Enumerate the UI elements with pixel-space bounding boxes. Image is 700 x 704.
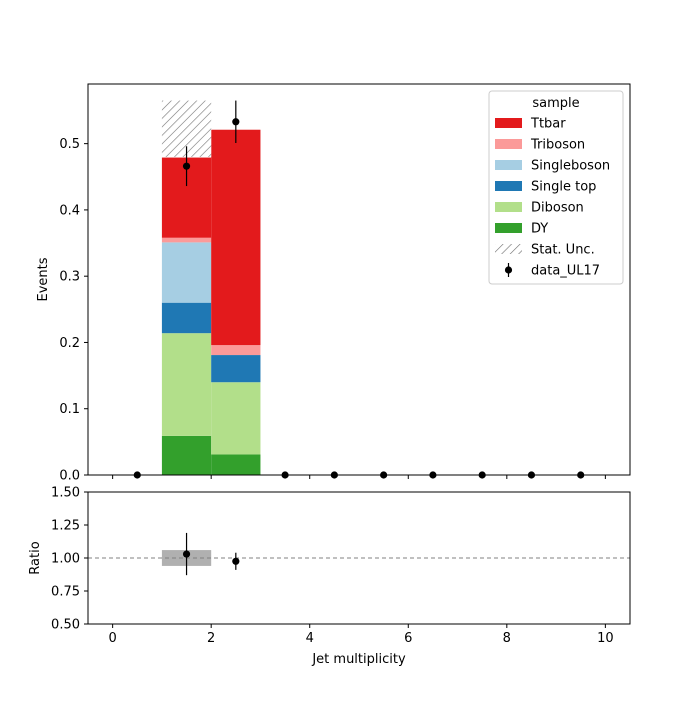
ratio-xtick-label: 4: [306, 631, 314, 646]
bar-triboson-bin-1: [161, 237, 212, 243]
legend-label-1: Triboson: [530, 138, 585, 153]
ratio-unc-band: [88, 550, 630, 566]
legend-label-2: Singleboson: [531, 159, 610, 174]
legend-label-6: Stat. Unc.: [531, 243, 595, 258]
ratio-axes: 0 2 4 6 8 10 0.50 0.75 1.00 1.25 1.50 Ratio Jet mult…: [28, 486, 631, 667]
ratio-point-2: [232, 557, 240, 565]
main-axes: 0.0 0.1 0.2 0.3 0.4 0.5 Events: [36, 83, 631, 484]
main-ytick-label: 0.1: [59, 402, 80, 417]
legend-swatch-2: [495, 160, 522, 170]
bar-diboson-bin-1: [161, 333, 212, 436]
bar-triboson-bin-2: [211, 345, 261, 356]
ratio-data-points: [182, 532, 240, 576]
legend-swatch-4: [495, 202, 522, 212]
ratio-xtick-label: 10: [597, 631, 614, 646]
data-point-3: [232, 118, 240, 126]
legend-swatch-1: [495, 139, 522, 149]
main-frame: [87, 83, 631, 476]
main-stack-bars: [161, 129, 261, 475]
legend-label-3: Single top: [531, 180, 596, 195]
ratio-ylabel: Ratio: [28, 541, 43, 574]
data-point-2: [182, 162, 191, 170]
ratio-xtick-label: 6: [404, 631, 412, 646]
ratio-xlabel: Jet multiplicity: [311, 652, 406, 667]
legend-swatch-5: [495, 223, 522, 233]
legend-label-7: data_UL17: [531, 264, 600, 279]
ratio-xtick-label: 0: [108, 631, 116, 646]
bar-single-top-bin-2: [211, 355, 261, 383]
ratio-xtick-label: 8: [503, 631, 511, 646]
ratio-ytick-label: 1.50: [51, 486, 80, 501]
bar-single-top-bin-1: [161, 302, 212, 334]
main-ylabel: Events: [36, 257, 51, 301]
main-ytick-label: 0.3: [59, 270, 80, 285]
legend-swatch-3: [495, 181, 522, 191]
ratio-ytick-label: 1.25: [51, 519, 80, 534]
legend-swatch-0: [495, 118, 522, 128]
main-ytick-label: 0.2: [59, 336, 80, 351]
legend: sample Ttbar Triboson Singleboson Single top…: [488, 90, 624, 285]
legend-title: sample: [532, 96, 579, 111]
ratio-ytick-label: 0.75: [51, 585, 80, 600]
main-ytick-label: 0.4: [59, 203, 80, 218]
main-data-points: [133, 100, 585, 479]
legend-label-5: DY: [531, 222, 548, 237]
bar-dy-bin-2: [211, 454, 261, 475]
legend-swatch-stat-unc: [495, 244, 522, 254]
bar-dy-bin-1: [161, 435, 212, 475]
ratio-point-1: [182, 550, 191, 558]
ratio-ytick-label: 1.00: [51, 552, 80, 567]
ratio-xtick-label: 2: [207, 631, 215, 646]
main-ytick-label: 0.5: [59, 137, 80, 152]
bar-diboson-bin-2: [211, 382, 261, 455]
legend-label-0: Ttbar: [530, 117, 566, 132]
legend-label-4: Diboson: [531, 201, 584, 216]
main-ytick-label: 0.0: [59, 469, 80, 484]
ratio-ytick-label: 0.50: [51, 618, 80, 633]
bar-ttbar-bin-2: [211, 129, 261, 346]
legend-data-marker: [504, 266, 513, 274]
bar-singleboson-bin-1: [161, 242, 212, 303]
legend-box: [488, 90, 624, 285]
